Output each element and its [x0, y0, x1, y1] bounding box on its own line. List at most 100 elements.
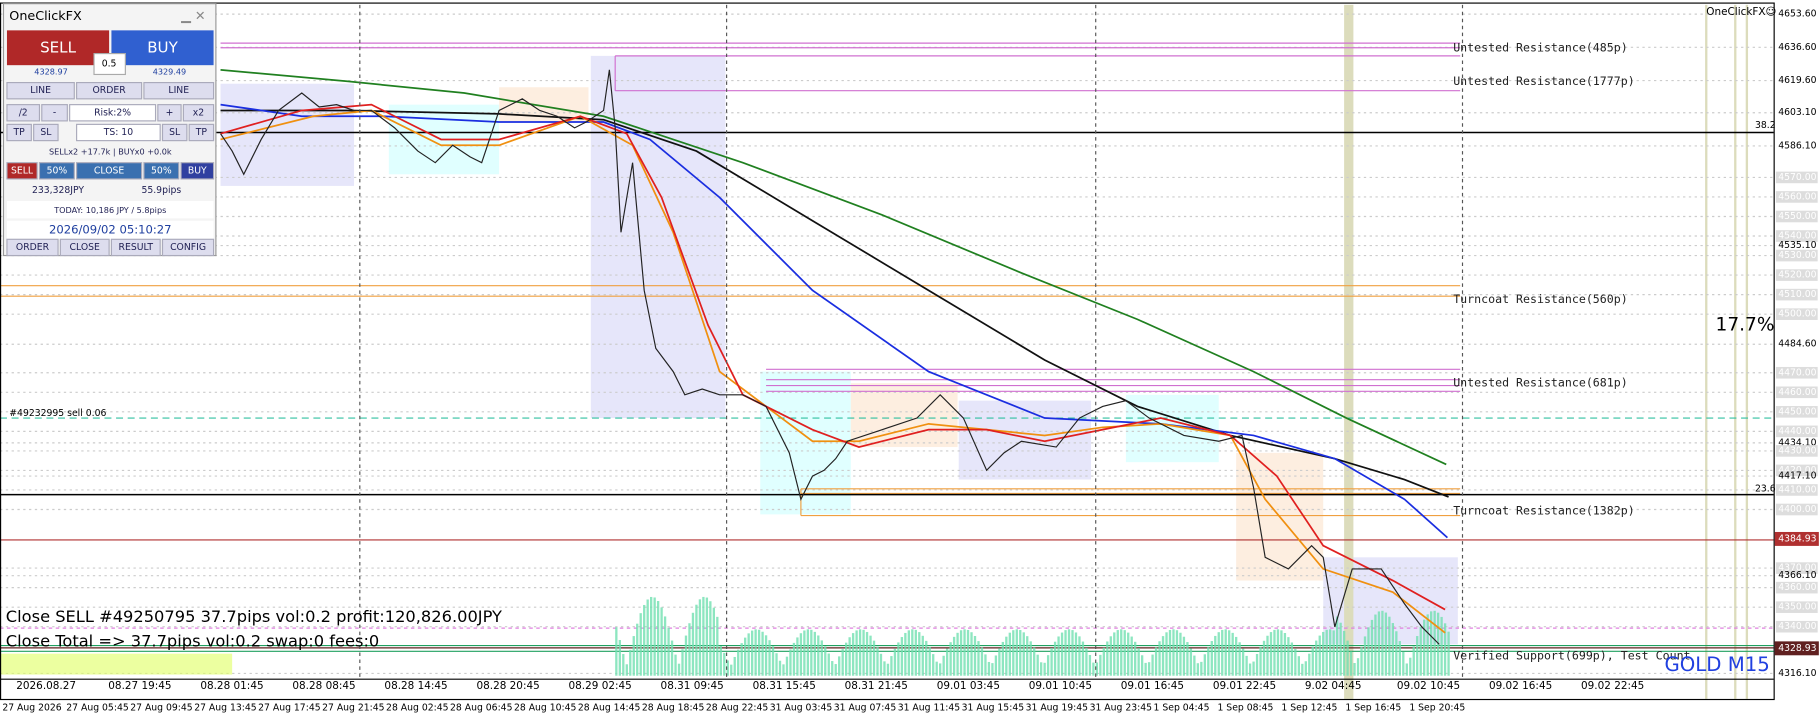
price-label: 4400.00 — [1778, 504, 1816, 515]
panel-button[interactable] — [143, 162, 180, 180]
price-tag — [1774, 531, 1819, 546]
price-tag-bg — [1775, 601, 1818, 613]
price-label: 4366.10 — [1778, 570, 1816, 581]
panel-button-label[interactable]: TS: 10 — [103, 127, 134, 138]
panel-button[interactable] — [6, 104, 41, 122]
panel-button[interactable] — [76, 82, 143, 100]
volume-bar — [1008, 632, 1011, 676]
panel-button[interactable] — [143, 82, 215, 100]
panel-button-label[interactable]: TP — [195, 127, 208, 138]
sell-button[interactable] — [6, 30, 110, 66]
panel-button-label[interactable]: /2 — [19, 107, 28, 118]
volume-bar — [1423, 619, 1426, 676]
panel-button-label[interactable]: 50% — [151, 165, 172, 176]
volume-bar — [1290, 642, 1294, 676]
panel-button[interactable] — [6, 162, 38, 180]
price-tag-bg — [1775, 288, 1818, 301]
panel-button[interactable] — [180, 162, 215, 180]
panel-button-label[interactable]: SL — [40, 127, 52, 138]
panel-button[interactable] — [161, 238, 215, 257]
volume-bar — [851, 633, 855, 676]
volume-bar — [914, 629, 917, 676]
volume-bar — [879, 653, 883, 676]
volume-bar — [1241, 648, 1245, 676]
panel-button-label[interactable]: CONFIG — [170, 242, 206, 253]
volume-bar — [1102, 647, 1105, 676]
panel-button-label[interactable]: CLOSE — [70, 242, 100, 253]
panel-button[interactable] — [38, 162, 75, 180]
volume-bar — [872, 640, 876, 676]
panel-button[interactable] — [182, 104, 215, 122]
sell-label[interactable]: SELL — [40, 38, 76, 56]
volume-bar — [1130, 636, 1133, 676]
price-tag-bg — [1775, 249, 1818, 262]
volume-bar — [1419, 626, 1422, 676]
volume-bar — [663, 616, 667, 676]
volume-bar — [1339, 622, 1342, 676]
panel-button[interactable] — [157, 104, 182, 122]
panel-button[interactable] — [188, 123, 215, 142]
panel-button[interactable] — [110, 238, 161, 257]
volume-bar — [1266, 635, 1269, 676]
volume-bar — [799, 633, 803, 676]
volume-bar — [876, 646, 879, 676]
time-label: 1 Sep 08:45 — [1217, 703, 1273, 714]
panel-button[interactable] — [76, 162, 143, 180]
panel-button-label[interactable]: SELL — [11, 165, 34, 176]
volume-bar — [1095, 662, 1099, 676]
lot-box[interactable] — [93, 52, 126, 76]
panel-button[interactable] — [33, 123, 59, 142]
panel-button-label[interactable]: ORDER — [93, 85, 127, 96]
panel-button-label[interactable]: x2 — [193, 107, 204, 118]
panel-button[interactable] — [6, 82, 75, 100]
panel-button-label[interactable]: 50% — [47, 165, 68, 176]
panel-button-label[interactable]: CLOSE — [94, 165, 124, 176]
panel-button-label[interactable]: LINE — [30, 85, 51, 96]
buy-button[interactable] — [111, 30, 214, 66]
panel-button-label[interactable]: SL — [169, 127, 181, 138]
volume-bar — [716, 616, 719, 676]
volume-bar — [1165, 632, 1168, 676]
volume-bar — [1294, 648, 1297, 676]
time-label: 28 Aug 14:45 — [578, 703, 641, 714]
volume-bar — [1168, 629, 1172, 676]
panel-button-label[interactable]: RESULT — [119, 242, 154, 253]
volume-bar — [1433, 610, 1436, 676]
volume-bar — [754, 629, 757, 676]
volume-bar — [705, 597, 709, 676]
volume-bar — [1151, 654, 1154, 676]
panel-button[interactable] — [59, 238, 110, 257]
price-label: 4500.00 — [1778, 309, 1816, 320]
volume-bar — [1416, 636, 1419, 676]
panel-button[interactable] — [41, 104, 68, 122]
volume-bar — [949, 642, 952, 676]
panel-button[interactable] — [161, 123, 188, 142]
clock: 2026/09/02 05:10:27 — [49, 223, 172, 237]
panel-button[interactable] — [6, 238, 59, 257]
panel-controls: ▁ ✕ — [180, 9, 206, 24]
volume-bar — [1071, 630, 1074, 676]
panel-button-label[interactable]: - — [53, 107, 56, 118]
panel-button[interactable] — [76, 123, 161, 142]
volume-bar — [1311, 646, 1314, 676]
price-label: 4510.00 — [1778, 289, 1816, 300]
volume-bar — [1137, 648, 1140, 676]
volume-bar — [1381, 610, 1384, 676]
panel-button-label[interactable]: TP — [13, 127, 26, 138]
panel-button[interactable] — [6, 123, 32, 142]
panel-button[interactable] — [69, 104, 157, 122]
price-label: 4619.60 — [1778, 75, 1816, 86]
price-label: 4535.10 — [1778, 240, 1816, 251]
clock-bg — [6, 220, 214, 240]
volume-bar — [1123, 630, 1126, 676]
panel-button-label[interactable]: LINE — [168, 85, 189, 96]
time-label: 08.31 21:45 — [845, 680, 908, 692]
time-label: 1 Sep 12:45 — [1281, 703, 1337, 714]
panel-button-label[interactable]: Risk:2% — [94, 107, 131, 118]
buy-label[interactable]: BUY — [147, 38, 178, 56]
panel-button-label[interactable]: + — [166, 107, 174, 118]
panel-button-label[interactable]: BUY — [188, 165, 207, 176]
volume-bar — [1005, 636, 1008, 676]
panel-button-label[interactable]: ORDER — [16, 242, 50, 253]
volume-bar — [1447, 631, 1450, 676]
